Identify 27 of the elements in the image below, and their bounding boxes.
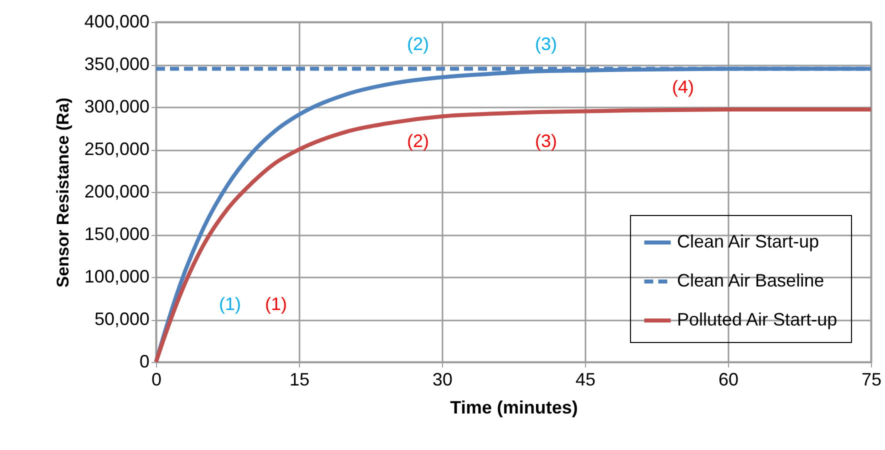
x-tick-label: 60 [718,370,739,390]
y-axis-title: Sensor Resistance (Ra) [53,98,72,288]
y-tick-label: 150,000 [84,224,150,244]
annotation: (2) [407,34,429,54]
legend-label: Clean Air Baseline [677,270,824,290]
y-tick-label: 400,000 [84,12,150,32]
y-tick-label: 300,000 [84,96,150,116]
x-tick-label: 75 [861,370,882,390]
annotation: (3) [535,34,557,54]
legend-label: Clean Air Start-up [677,232,820,252]
y-tick-label: 250,000 [84,139,150,159]
x-tick-label: 0 [151,370,162,390]
annotation: (2) [407,131,429,151]
y-tick-label: 0 [139,352,150,372]
y-tick-label: 100,000 [84,266,150,286]
x-axis-title: Time (minutes) [450,398,578,418]
annotation: (3) [535,131,557,151]
legend-label: Polluted Air Start-up [677,310,838,330]
annotation: (4) [672,77,694,97]
x-tick-label: 15 [289,370,310,390]
x-tick-label: 30 [432,370,453,390]
x-tick-label: 45 [575,370,596,390]
annotation: (1) [265,294,287,314]
y-tick-label: 50,000 [94,309,150,329]
y-tick-label: 200,000 [84,182,150,202]
annotation: (1) [219,294,241,314]
y-tick-label: 350,000 [84,54,150,74]
